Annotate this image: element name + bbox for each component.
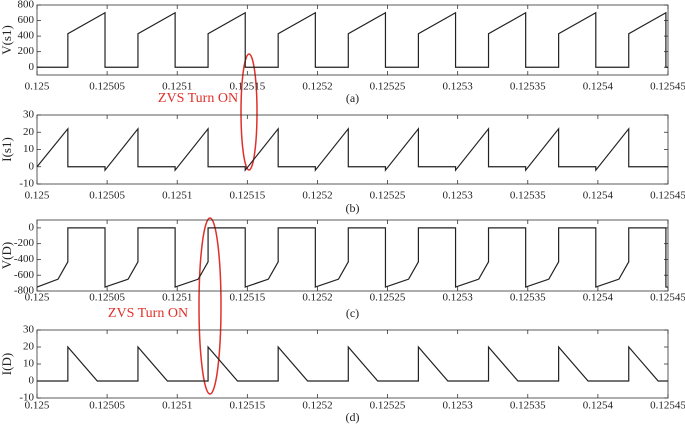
- x-tick-label: 0.12515: [229, 190, 265, 202]
- y-tick-label: 10: [23, 143, 35, 155]
- waveform: [37, 345, 668, 382]
- y-tick-label: 10: [23, 358, 35, 370]
- x-tick-label: 0.12525: [370, 190, 406, 202]
- y-axis-label: I(s1): [0, 137, 14, 162]
- plot-frame: [36, 4, 669, 76]
- waveform: [36, 127, 668, 172]
- x-tick-label: 0.125: [25, 400, 50, 412]
- x-tick-label: 0.12545: [650, 190, 685, 202]
- panel-caption: (d): [346, 410, 360, 424]
- x-tick-label: 0.12535: [510, 190, 546, 202]
- x-tick-label: 0.1251: [162, 400, 192, 412]
- x-tick-label: 0.1252: [302, 81, 332, 93]
- x-tick-label: 0.1254: [583, 190, 614, 202]
- y-tick-label: 400: [18, 30, 35, 42]
- x-tick-label: 0.125: [25, 292, 50, 304]
- x-tick-label: 0.12505: [89, 400, 125, 412]
- x-tick-label: 0.12535: [510, 81, 546, 93]
- x-tick-label: 0.12525: [370, 292, 406, 304]
- highlight-ellipse: [240, 53, 258, 171]
- y-tick-label: -10: [19, 392, 34, 404]
- y-tick-label: 20: [23, 126, 35, 138]
- x-tick-label: 0.12525: [370, 400, 406, 412]
- x-tick-label: 0.1253: [443, 292, 474, 304]
- x-tick-label: 0.12545: [650, 292, 685, 304]
- y-tick-label: -400: [14, 253, 35, 265]
- x-tick-label: 0.1253: [443, 400, 474, 412]
- x-tick-label: 0.1251: [162, 292, 192, 304]
- waveform: [37, 11, 668, 68]
- highlight-ellipse: [198, 217, 222, 395]
- x-tick-label: 0.1252: [302, 190, 332, 202]
- x-tick-label: 0.1254: [583, 292, 614, 304]
- y-tick-label: -200: [14, 237, 35, 249]
- x-tick-label: 0.1252: [302, 292, 332, 304]
- plot-frame: [36, 114, 669, 185]
- y-tick-label: 0: [29, 221, 35, 233]
- x-tick-label: 0.12545: [650, 81, 685, 93]
- x-tick-label: 0.12515: [229, 400, 265, 412]
- x-tick-label: 0.12515: [229, 292, 265, 304]
- x-tick-label: 0.1253: [443, 81, 474, 93]
- y-tick-label: -600: [14, 269, 35, 281]
- y-tick-label: 30: [23, 109, 35, 121]
- x-tick-label: 0.12505: [89, 81, 125, 93]
- x-tick-label: 0.12545: [650, 400, 685, 412]
- y-tick-label: -800: [14, 285, 35, 297]
- y-axis-label: V(s1): [0, 25, 14, 55]
- panel-caption: (b): [346, 201, 360, 215]
- plot-frame: [36, 219, 669, 292]
- y-tick-label: 0: [29, 160, 35, 172]
- y-tick-label: 0: [29, 375, 35, 387]
- y-tick-label: -10: [19, 178, 34, 190]
- x-tick-label: 0.12515: [229, 81, 265, 93]
- x-tick-label: 0.12525: [370, 81, 406, 93]
- x-tick-label: 0.1251: [162, 190, 192, 202]
- x-tick-label: 0.125: [25, 190, 50, 202]
- y-tick-label: 600: [18, 14, 35, 26]
- x-tick-label: 0.1253: [443, 190, 474, 202]
- y-axis-label: V(D): [0, 242, 14, 269]
- x-tick-label: 0.125: [25, 81, 50, 93]
- panel-caption: (a): [346, 91, 359, 105]
- x-tick-label: 0.1254: [583, 81, 614, 93]
- x-tick-label: 0.1252: [302, 400, 332, 412]
- x-tick-label: 0.12505: [89, 292, 125, 304]
- y-tick-label: 200: [18, 45, 35, 57]
- y-tick-label: 30: [23, 324, 35, 336]
- annotation: ZVS Turn ON: [158, 91, 238, 106]
- annotation: ZVS Turn ON: [108, 306, 188, 321]
- y-tick-label: 0: [29, 61, 35, 73]
- y-axis-label: I(D): [0, 353, 14, 375]
- y-tick-label: 20: [23, 341, 35, 353]
- x-tick-label: 0.1254: [583, 400, 614, 412]
- x-tick-label: 0.12535: [510, 292, 546, 304]
- waveform: [36, 227, 668, 288]
- x-tick-label: 0.1251: [162, 81, 192, 93]
- x-tick-label: 0.12535: [510, 400, 546, 412]
- x-tick-label: 0.12505: [89, 190, 125, 202]
- y-tick-label: 800: [18, 0, 35, 11]
- panel-caption: (c): [346, 306, 359, 320]
